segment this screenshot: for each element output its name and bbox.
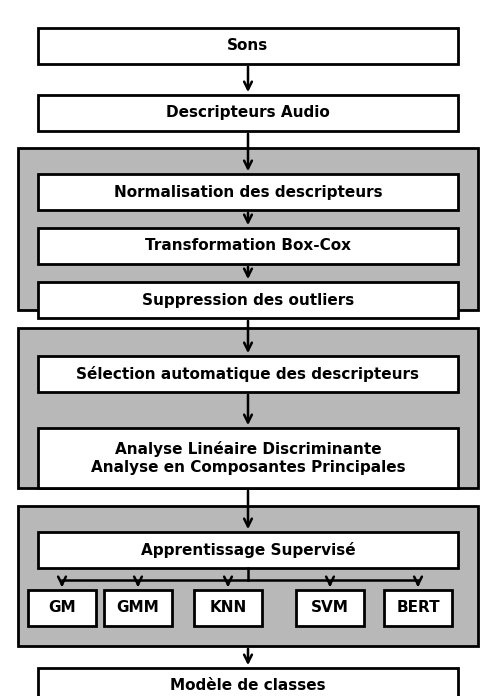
FancyBboxPatch shape bbox=[38, 282, 458, 318]
Text: Transformation Box-Cox: Transformation Box-Cox bbox=[145, 239, 351, 253]
Text: Suppression des outliers: Suppression des outliers bbox=[142, 292, 354, 308]
Text: Normalisation des descripteurs: Normalisation des descripteurs bbox=[114, 184, 382, 200]
Text: BERT: BERT bbox=[396, 601, 440, 615]
Text: Sons: Sons bbox=[227, 38, 269, 54]
FancyBboxPatch shape bbox=[38, 428, 458, 488]
Text: Analyse Linéaire Discriminante
Analyse en Composantes Principales: Analyse Linéaire Discriminante Analyse e… bbox=[91, 441, 405, 475]
Text: SVM: SVM bbox=[311, 601, 349, 615]
FancyBboxPatch shape bbox=[38, 228, 458, 264]
FancyBboxPatch shape bbox=[384, 590, 452, 626]
Text: Apprentissage Supervisé: Apprentissage Supervisé bbox=[141, 542, 355, 558]
FancyBboxPatch shape bbox=[18, 506, 478, 646]
Text: GM: GM bbox=[48, 601, 76, 615]
FancyBboxPatch shape bbox=[38, 174, 458, 210]
FancyBboxPatch shape bbox=[28, 590, 96, 626]
Text: Modèle de classes: Modèle de classes bbox=[170, 679, 326, 693]
FancyBboxPatch shape bbox=[38, 668, 458, 696]
Text: Sélection automatique des descripteurs: Sélection automatique des descripteurs bbox=[76, 366, 420, 382]
FancyBboxPatch shape bbox=[296, 590, 364, 626]
Text: KNN: KNN bbox=[209, 601, 247, 615]
Text: GMM: GMM bbox=[117, 601, 159, 615]
FancyBboxPatch shape bbox=[104, 590, 172, 626]
FancyBboxPatch shape bbox=[38, 95, 458, 131]
FancyBboxPatch shape bbox=[38, 356, 458, 392]
FancyBboxPatch shape bbox=[194, 590, 262, 626]
FancyBboxPatch shape bbox=[18, 328, 478, 488]
FancyBboxPatch shape bbox=[38, 532, 458, 568]
Text: Descripteurs Audio: Descripteurs Audio bbox=[166, 106, 330, 120]
FancyBboxPatch shape bbox=[38, 28, 458, 64]
FancyBboxPatch shape bbox=[18, 148, 478, 310]
